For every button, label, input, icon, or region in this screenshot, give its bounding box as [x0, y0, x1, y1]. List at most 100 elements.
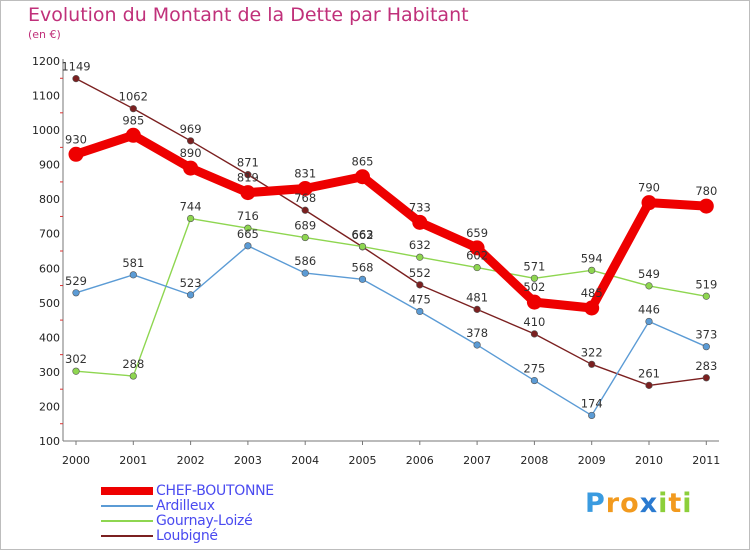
series-line-3 [75, 217, 707, 377]
data-point [473, 305, 481, 313]
data-point [588, 411, 596, 420]
data-label: 632 [409, 238, 431, 252]
data-point [297, 180, 313, 196]
y-tick-label: 100 [39, 435, 60, 448]
legend-swatch [101, 520, 153, 522]
data-label: 780 [695, 184, 717, 198]
data-point [530, 330, 539, 338]
data-label: 519 [695, 277, 717, 291]
x-tick-label: 2005 [349, 454, 377, 467]
data-label: 985 [122, 113, 144, 127]
data-label: 930 [65, 132, 87, 146]
data-point [526, 294, 542, 310]
y-tick-label: 400 [39, 331, 60, 344]
data-point [416, 253, 424, 261]
data-label: 969 [180, 122, 202, 136]
data-label: 689 [294, 219, 316, 233]
series-line-2 [75, 245, 707, 417]
x-tick-label: 2007 [463, 454, 491, 467]
data-point [125, 127, 141, 143]
data-point [473, 341, 481, 349]
data-label: 594 [581, 251, 603, 265]
data-point [187, 137, 195, 145]
x-tick-label: 2001 [119, 454, 147, 467]
x-tick-label: 2004 [291, 454, 319, 467]
data-label: 768 [294, 191, 316, 205]
series-line-4 [75, 77, 707, 387]
data-point [473, 263, 481, 272]
data-label: 865 [352, 155, 374, 169]
data-label: 568 [352, 260, 374, 274]
data-label: 831 [294, 166, 316, 180]
data-point [301, 206, 309, 214]
x-tick-label: 2011 [692, 454, 720, 467]
data-label: 663 [352, 228, 374, 242]
data-point [129, 271, 137, 279]
data-label: 523 [180, 276, 202, 290]
data-point [698, 198, 714, 214]
series-line-1 [71, 130, 711, 313]
legend-entry: CHEF-BOUTONNE [101, 483, 361, 499]
data-point [355, 169, 370, 185]
chart-subtitle: (en €) [28, 28, 61, 41]
data-point [641, 195, 657, 211]
data-label: 581 [122, 256, 144, 270]
data-point [702, 374, 710, 382]
data-label: 288 [122, 357, 144, 371]
data-label: 529 [65, 274, 87, 288]
data-label: 549 [638, 267, 660, 281]
legend: CHEF-BOUTONNE Ardilleux Gournay-Loizé Loubi… [101, 483, 361, 544]
data-label: 378 [466, 326, 488, 340]
data-label: 890 [180, 146, 202, 160]
data-label: 571 [523, 259, 545, 273]
data-point [72, 367, 80, 375]
data-point [645, 381, 653, 389]
x-tick-label: 2008 [520, 454, 548, 467]
x-tick-label: 2000 [62, 454, 90, 467]
x-tick-label: 2003 [234, 454, 262, 467]
data-point [129, 105, 137, 113]
y-tick-label: 900 [39, 159, 60, 172]
data-point [187, 291, 195, 299]
data-label: 410 [523, 315, 545, 329]
data-point [702, 343, 710, 351]
y-tick-label: 1000 [32, 124, 60, 137]
legend-entry: Loubigné [101, 528, 361, 544]
x-tick-label: 2009 [578, 454, 606, 467]
data-label: 790 [638, 181, 660, 195]
data-label: 174 [581, 396, 603, 410]
data-point [645, 282, 653, 290]
legend-entry: Ardilleux [101, 498, 361, 514]
legend-label: Loubigné [156, 528, 218, 544]
x-tick-label: 2006 [406, 454, 434, 467]
legend-label: Ardilleux [156, 498, 215, 514]
data-label: 283 [695, 359, 717, 373]
y-tick-label: 700 [39, 228, 60, 241]
data-point [183, 160, 199, 176]
y-tick-label: 1200 [32, 55, 60, 68]
data-label: 446 [638, 302, 660, 316]
legend-swatch [101, 535, 153, 537]
data-point [588, 266, 596, 274]
data-point [358, 275, 367, 283]
data-point [72, 289, 80, 297]
data-label: 1062 [119, 90, 148, 104]
data-label: 552 [409, 266, 431, 280]
data-label: 602 [466, 249, 488, 263]
data-point [244, 224, 252, 232]
data-point [244, 171, 252, 179]
data-label: 871 [237, 156, 259, 170]
data-point [469, 240, 485, 256]
legend-swatch [101, 487, 153, 495]
data-point [72, 75, 80, 83]
data-point [588, 360, 596, 368]
chart-title: Evolution du Montant de la Dette par Hab… [28, 4, 469, 26]
data-point [301, 233, 309, 242]
data-label: 302 [65, 352, 87, 366]
data-point [301, 269, 309, 277]
y-tick-label: 500 [39, 297, 60, 310]
data-label: 481 [466, 290, 488, 304]
data-label: 275 [523, 362, 545, 376]
